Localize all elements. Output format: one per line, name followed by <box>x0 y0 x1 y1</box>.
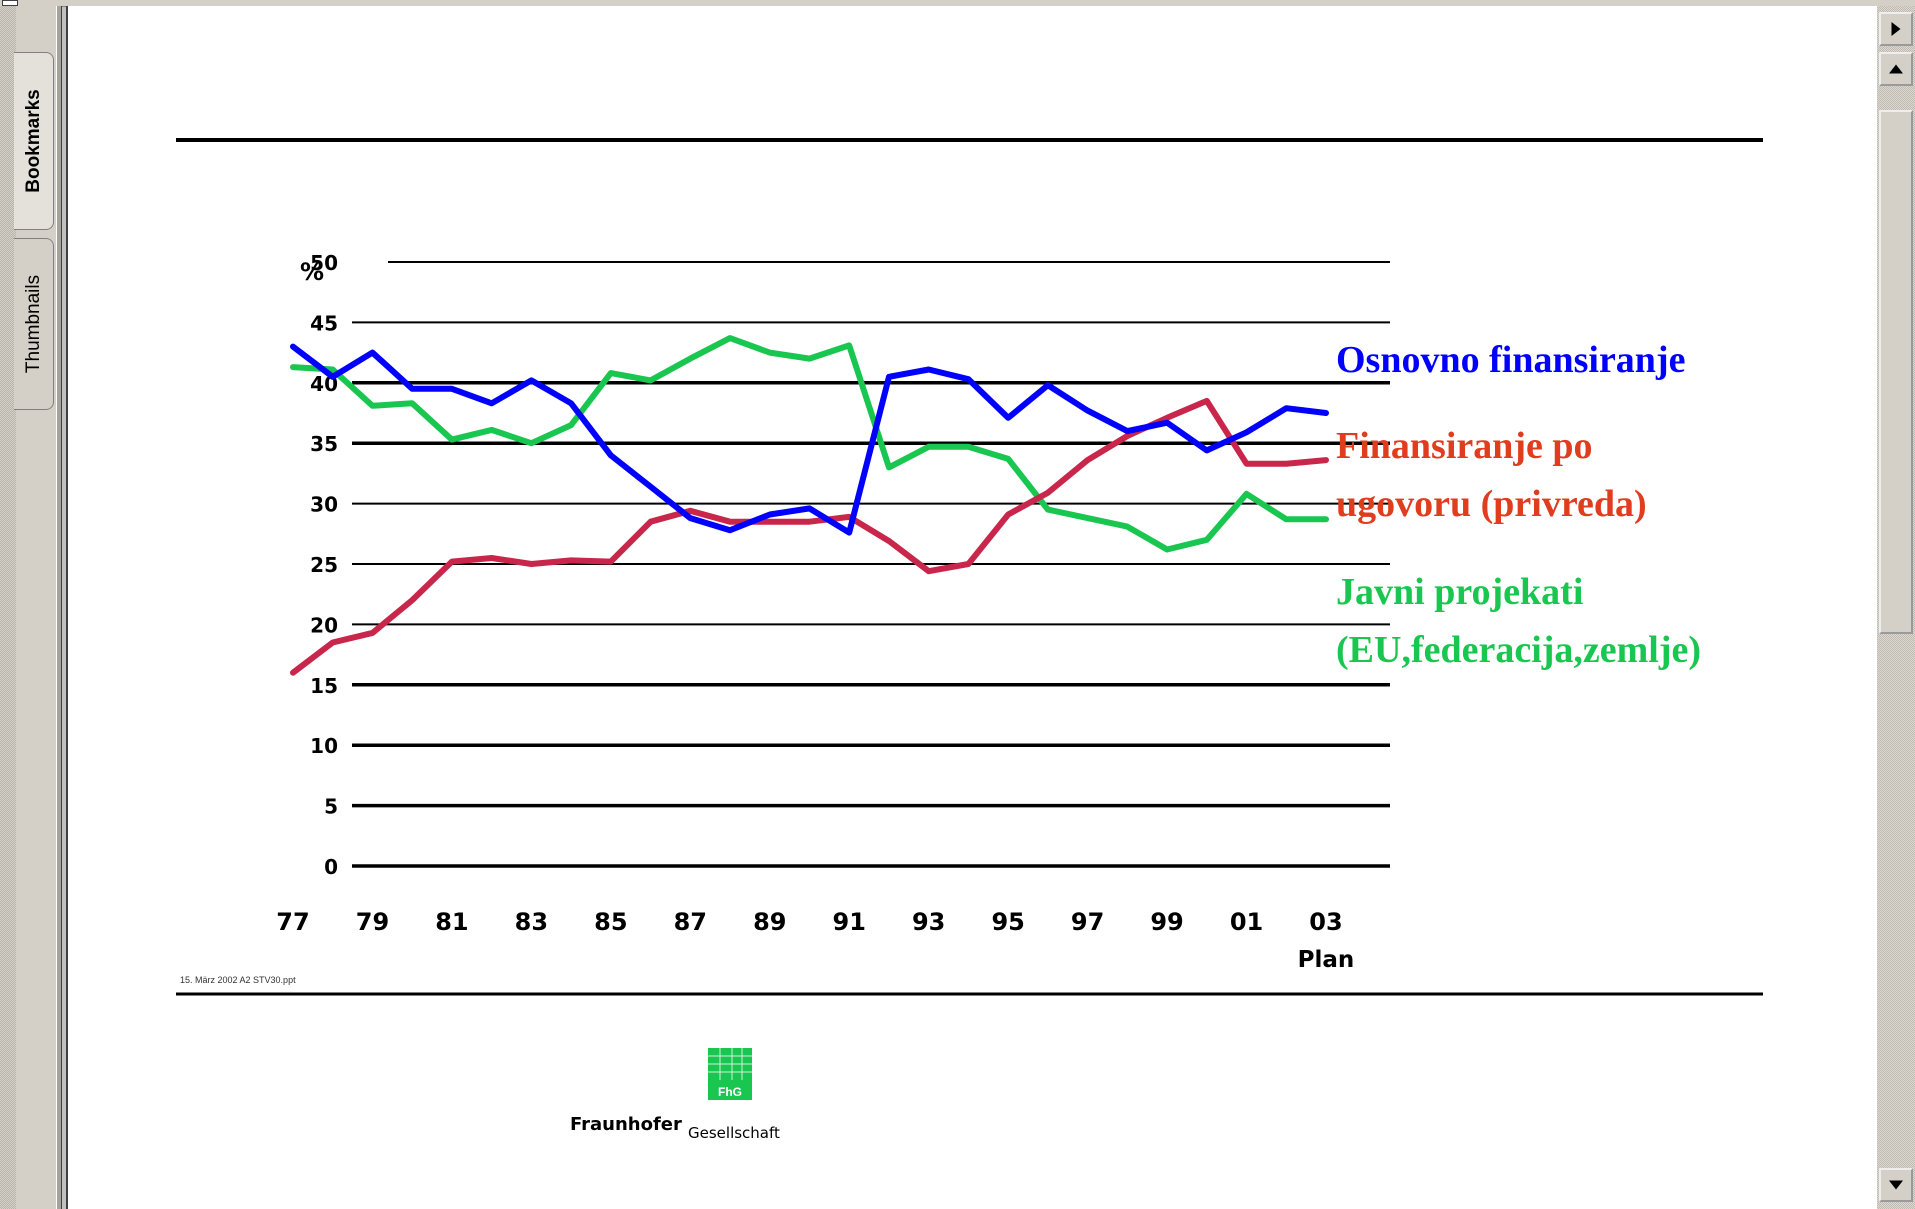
tab-bookmarks[interactable]: Bookmarks <box>14 52 54 230</box>
fhg-logo-suffix: Gesellschaft <box>688 1124 780 1142</box>
x-tick-label: 83 <box>515 908 548 936</box>
arrow-up-icon <box>1889 64 1903 74</box>
x-tick-label: 87 <box>674 908 707 936</box>
slide-footnote: 15. März 2002 A2 STV30.ppt <box>180 975 296 985</box>
chart-x-tick-labels: 77 79 81 83 85 87 89 91 93 95 97 99 01 03 <box>276 908 1342 936</box>
y-tick-label: 0 <box>324 855 338 879</box>
x-tick-label: 95 <box>991 908 1024 936</box>
arrow-right-icon <box>1891 22 1901 36</box>
y-tick-label: 10 <box>310 734 338 758</box>
x-tick-label: 89 <box>753 908 786 936</box>
legend-entry-2: (EU,federacija,zemlje) <box>1336 629 1701 671</box>
x-tick-label: 91 <box>833 908 866 936</box>
y-tick-label: 25 <box>310 553 338 577</box>
x-tick-label: 77 <box>276 908 309 936</box>
x-tick-label: 99 <box>1150 908 1183 936</box>
tab-bookmarks-label: Bookmarks <box>22 89 44 193</box>
fhg-logo-block <box>708 1048 752 1100</box>
tab-thumbnails-label: Thumbnails <box>22 274 44 374</box>
arrow-down-icon <box>1889 1180 1903 1190</box>
scroll-down-button[interactable] <box>1879 1168 1913 1202</box>
fhg-logo-grid <box>708 1048 752 1080</box>
scroll-up-button[interactable] <box>1879 52 1913 86</box>
legend-entry-1: ugovoru (privreda) <box>1336 483 1647 525</box>
panel-splitter[interactable] <box>56 6 62 1209</box>
series-line-2 <box>290 335 1329 553</box>
y-tick-label: 5 <box>324 795 338 819</box>
tab-thumbnails[interactable]: Thumbnails <box>14 238 54 410</box>
y-tick-label: 15 <box>310 674 338 698</box>
y-tick-label: 20 <box>310 613 338 637</box>
y-tick-label: 35 <box>310 432 338 456</box>
navigation-pane-strip <box>0 6 16 1209</box>
legend-entry-1: Finansiranje po <box>1336 425 1593 467</box>
legend-entry-2: Javni projekati <box>1336 571 1583 613</box>
y-axis-unit-label: % <box>300 258 324 286</box>
chart-legend: Osnovno finansiranje Finansiranje po ugovo… <box>1336 339 1701 671</box>
scrollbar-thumb[interactable] <box>1879 110 1913 634</box>
fhg-logo-name: Fraunhofer <box>570 1114 682 1135</box>
fhg-logo: FhG Fraunhofer Gesellschaft <box>570 1048 780 1142</box>
x-tick-label: 03 <box>1309 908 1342 936</box>
x-tick-label: 93 <box>912 908 945 936</box>
fhg-logo-badge: FhG <box>718 1085 742 1099</box>
x-tick-label: 79 <box>356 908 389 936</box>
chart-gridlines <box>352 261 1390 868</box>
legend-entry-0: Osnovno finansiranje <box>1336 339 1685 381</box>
document-page: 0 5 10 15 20 25 30 35 40 45 50 % 77 79 81 83 85 87 89 91 9… <box>66 6 1877 1209</box>
x-tick-label: 81 <box>435 908 468 936</box>
x-tick-label: 85 <box>594 908 627 936</box>
menu-icon[interactable] <box>2 0 18 6</box>
next-page-button[interactable] <box>1879 12 1913 46</box>
x-tick-label: 01 <box>1230 908 1263 936</box>
x-axis-sublabel: Plan <box>1298 947 1355 973</box>
vertical-scrollbar[interactable] <box>1877 6 1915 1209</box>
y-tick-label: 45 <box>310 311 338 335</box>
chart-series <box>290 335 1329 676</box>
y-tick-label: 30 <box>310 493 338 517</box>
x-tick-label: 97 <box>1071 908 1104 936</box>
y-tick-label: 50 <box>310 251 338 275</box>
series-line-0 <box>290 343 1329 536</box>
